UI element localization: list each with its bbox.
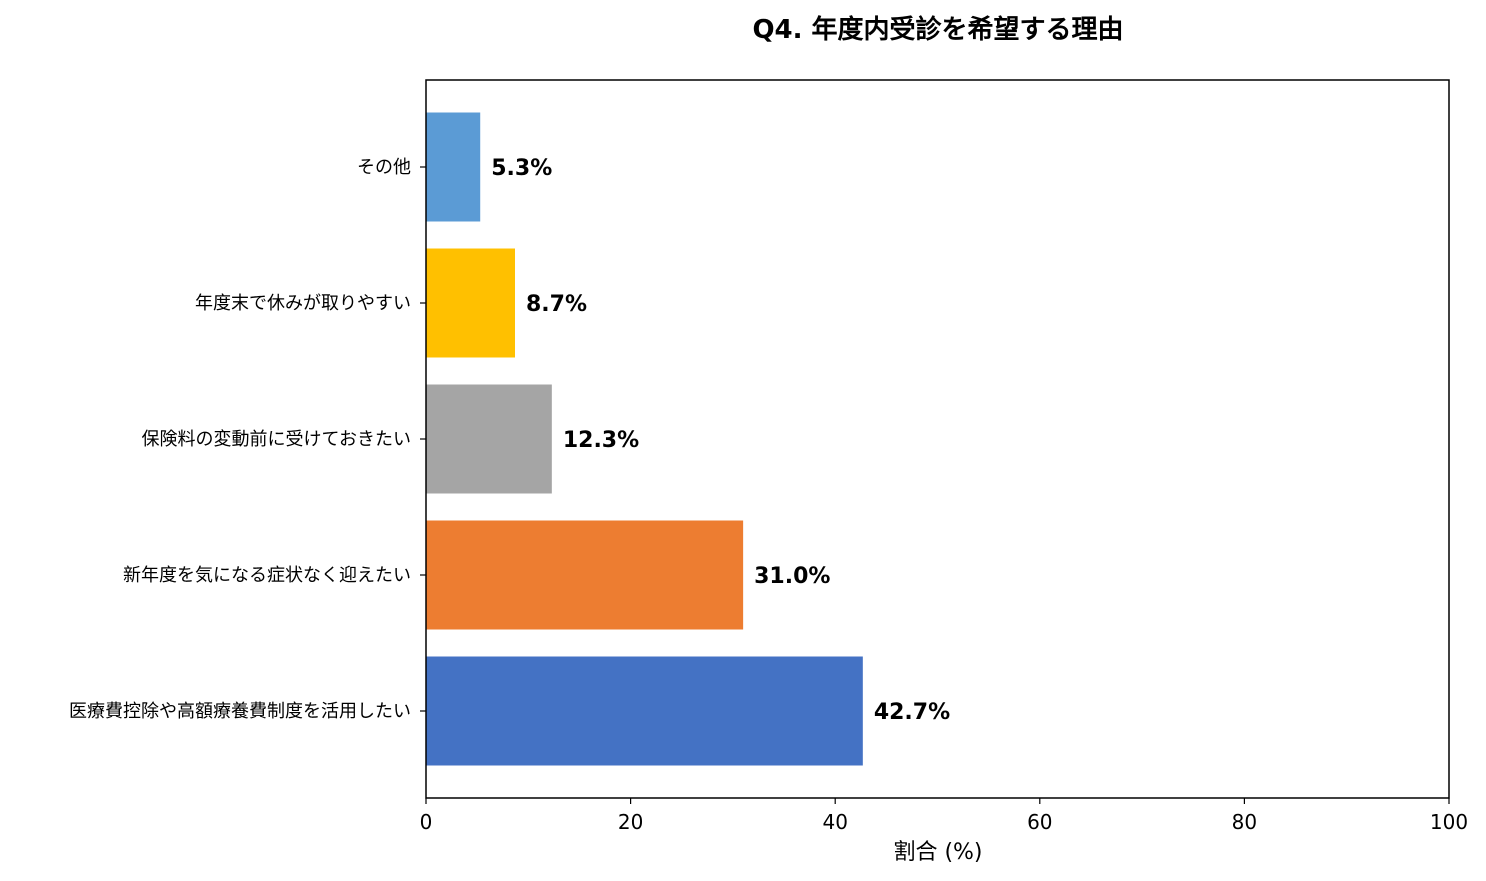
x-tick-label: 0: [420, 810, 433, 834]
category-label: 医療費控除や高額療養費制度を活用したい: [69, 701, 411, 722]
bar: [426, 248, 516, 358]
category-label: その他: [357, 157, 411, 178]
value-labels-group: 42.7% 31.0% 12.3% 8.7% 5.3%: [491, 156, 950, 725]
plot-frame: [425, 79, 1450, 799]
y-axis: 医療費控除や高額療養費制度を活用したい 新年度を気になる症状なく迎えたい 保険料の変…: [69, 157, 426, 722]
value-label: 42.7%: [874, 700, 950, 725]
bar: [426, 656, 863, 766]
bar: [426, 112, 481, 222]
x-axis: 0 20 40 60 80 100: [420, 798, 1468, 834]
x-tick-label: 80: [1232, 810, 1257, 834]
bar: [426, 384, 552, 494]
bars-group: [426, 112, 863, 766]
chart-title: Q4. 年度内受診を希望する理由: [752, 14, 1123, 45]
category-label: 保険料の変動前に受けておきたい: [142, 429, 411, 450]
category-label: 新年度を気になる症状なく迎えたい: [123, 565, 411, 586]
category-label: 年度末で休みが取りやすい: [195, 293, 411, 314]
x-tick-label: 60: [1027, 810, 1052, 834]
x-tick-label: 40: [822, 810, 847, 834]
x-tick-label: 20: [618, 810, 643, 834]
bar: [426, 520, 744, 630]
value-label: 31.0%: [754, 564, 830, 589]
value-label: 8.7%: [526, 292, 587, 317]
x-tick-label: 100: [1430, 810, 1468, 834]
value-label: 12.3%: [563, 428, 639, 453]
value-label: 5.3%: [491, 156, 552, 181]
x-axis-label: 割合 (%): [893, 840, 982, 865]
